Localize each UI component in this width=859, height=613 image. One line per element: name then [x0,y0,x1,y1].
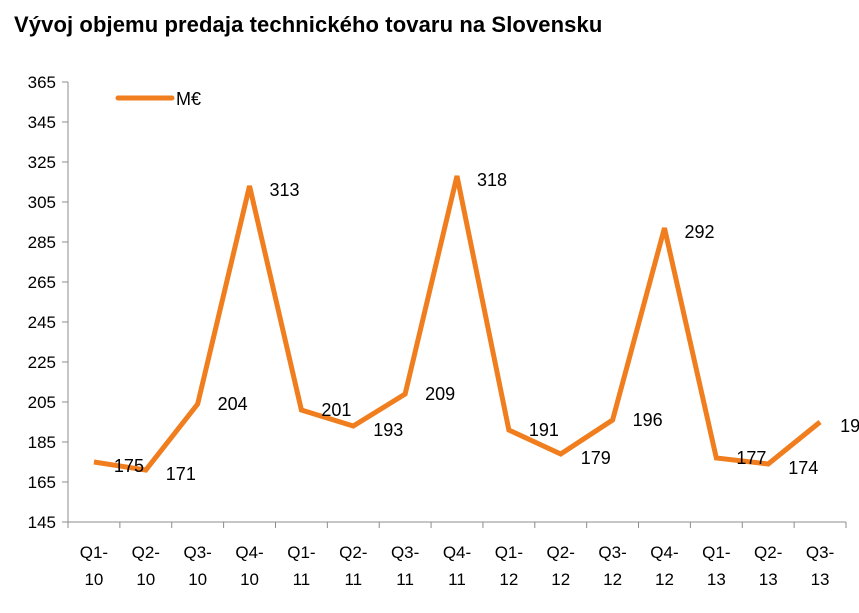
x-tick-label-line2: 12 [499,570,518,589]
legend: M€ [115,89,201,109]
x-tick-label-line2: 13 [707,570,726,589]
x-tick-label-line2: 11 [293,570,311,589]
data-label: 171 [166,464,196,484]
legend-label: M€ [176,89,201,109]
y-tick-label: 165 [28,473,56,492]
series-layer [93,175,822,473]
y-tick-label: 185 [28,433,56,452]
x-tick-label-line2: 10 [136,570,155,589]
x-tick-label-line2: 12 [655,570,674,589]
x-tick-label-line1: Q4- [235,543,263,562]
x-tick-label: Q1-10 [80,543,108,589]
x-tick-label-line2: 11 [344,570,362,589]
y-tick-label: 305 [28,193,56,212]
y-tick-label: 225 [28,353,56,372]
data-label: 174 [788,458,818,478]
x-tick-label-line2: 11 [448,570,466,589]
x-tick-label-line1: Q2- [339,543,367,562]
x-tick-label: Q4-12 [650,543,678,589]
x-tick-label-line2: 11 [396,570,414,589]
x-tick-label-line1: Q3- [391,543,419,562]
chart-title: Vývoj objemu predaja technického tovaru … [14,12,603,37]
data-label: 292 [684,222,714,242]
x-tick-label-line1: Q1- [495,543,523,562]
x-tick-label-line1: Q2- [132,543,160,562]
x-tick-label-line1: Q2- [754,543,782,562]
data-label: 177 [736,448,766,468]
x-tick-label: Q1-11 [287,543,315,589]
x-tick-label-line2: 10 [84,570,103,589]
data-label: 204 [218,394,248,414]
y-tick-label: 265 [28,273,56,292]
x-tick-label-line1: Q3- [183,543,211,562]
data-label: 191 [529,420,559,440]
x-tick-label: Q2-10 [132,543,160,589]
x-tick-label-line2: 10 [240,570,259,589]
x-tick-label: Q4-10 [235,543,263,589]
x-tick-label: Q1-12 [495,543,523,589]
x-tick-label-line2: 12 [603,570,622,589]
data-label: 196 [633,410,663,430]
x-axis-ticks: Q1-10Q2-10Q3-10Q4-10Q1-11Q2-11Q3-11Q4-11… [67,522,847,589]
x-tick-label: Q2-12 [547,543,575,589]
data-label: 209 [425,384,455,404]
y-tick-label: 325 [28,153,56,172]
y-tick-label: 285 [28,233,56,252]
data-label: 195 [840,416,859,436]
x-tick-label-line1: Q4- [650,543,678,562]
data-label: 318 [477,170,507,190]
data-label: 175 [114,456,144,476]
x-tick-label-line1: Q4- [443,543,471,562]
y-tick-label: 245 [28,313,56,332]
x-tick-label-line2: 13 [759,570,778,589]
y-tick-label: 145 [28,513,56,532]
x-tick-label: Q3-11 [391,543,419,589]
x-tick-label-line1: Q1- [702,543,730,562]
x-tick-label: Q3-10 [183,543,211,589]
x-tick-label: Q3-13 [806,543,834,589]
x-tick-label-line2: 13 [811,570,830,589]
x-tick-label: Q4-11 [443,543,471,589]
y-tick-label: 345 [28,113,56,132]
x-tick-label-line2: 12 [551,570,570,589]
y-tick-label: 205 [28,393,56,412]
x-tick-label: Q3-12 [598,543,626,589]
x-tick-label-line1: Q2- [547,543,575,562]
x-tick-label-line2: 10 [188,570,207,589]
y-axis-ticks: 145 165 185 205 225 245 265 285 305 325 345 365 [28,73,68,532]
x-tick-label-line1: Q1- [80,543,108,562]
y-tick-label: 365 [28,73,56,92]
x-tick-label: Q2-13 [754,543,782,589]
x-tick-label-line1: Q3- [598,543,626,562]
axes [67,82,846,523]
data-labels: 175 171 204 313 201 193 209 318 191 179 196 292 177 1… [114,170,859,484]
series-line [93,175,822,473]
data-label: 313 [270,180,300,200]
x-tick-label: Q2-11 [339,543,367,589]
x-tick-label: Q1-13 [702,543,730,589]
data-label: 179 [581,448,611,468]
data-label: 193 [373,420,403,440]
x-tick-label-line1: Q1- [287,543,315,562]
data-label: 201 [321,400,351,420]
x-tick-label-line1: Q3- [806,543,834,562]
